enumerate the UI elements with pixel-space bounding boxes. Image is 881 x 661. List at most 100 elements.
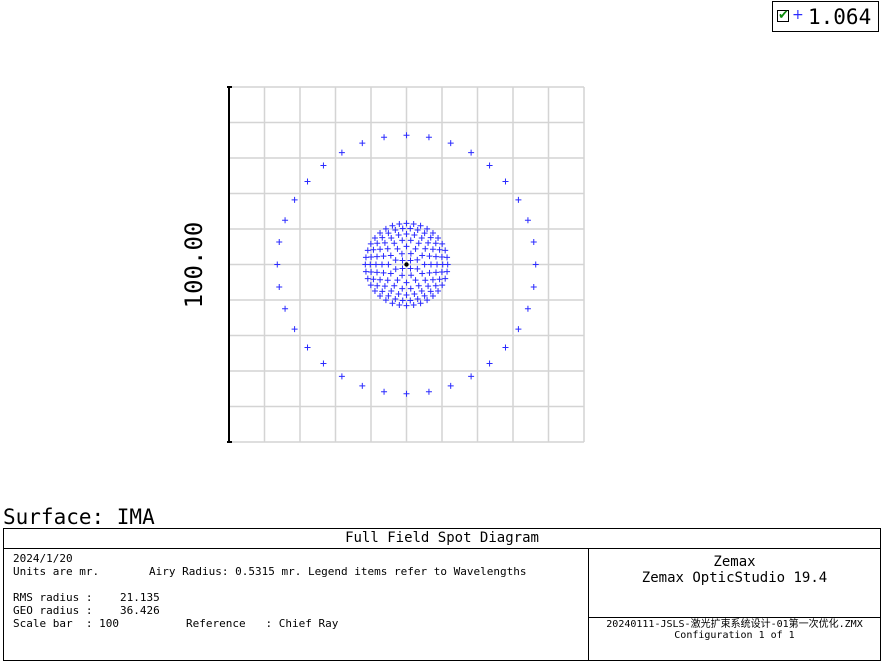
spot-point	[385, 292, 392, 299]
spot-point	[381, 388, 388, 395]
spot-point	[422, 277, 429, 284]
spot-point	[380, 269, 387, 276]
plot-title: Full Field Spot Diagram	[4, 529, 880, 549]
spot-diagram	[227, 86, 585, 443]
spot-point	[502, 344, 509, 351]
spot-point	[391, 282, 398, 289]
spot-point	[367, 240, 374, 247]
spot-point	[432, 269, 439, 276]
spot-point	[438, 269, 445, 276]
spot-point	[276, 283, 283, 290]
spot-point	[432, 240, 439, 247]
spot-point	[392, 295, 399, 302]
scale-bar-label: 100.00	[180, 221, 208, 309]
info-divider-horizontal	[588, 617, 881, 618]
brand-name: Zemax	[713, 554, 756, 570]
spot-point	[411, 290, 418, 297]
spot-point	[407, 225, 414, 232]
info-airy-radius: Airy Radius: 0.5315 mr. Legend items ref…	[149, 565, 527, 578]
spot-point	[419, 252, 426, 259]
spot-point	[442, 275, 449, 282]
spot-point	[379, 234, 386, 241]
spot-point	[434, 261, 441, 268]
spot-point	[421, 230, 428, 237]
spot-point	[364, 275, 371, 282]
spot-point	[532, 261, 539, 268]
spot-point	[371, 287, 378, 294]
spot-point	[417, 222, 424, 229]
spot-point	[380, 253, 387, 260]
spot-point	[370, 246, 377, 253]
info-geo-label: GEO radius :	[13, 604, 93, 617]
spot-point	[515, 326, 522, 333]
spot-point	[399, 272, 406, 279]
spot-point	[427, 261, 434, 268]
spot-point	[385, 230, 392, 237]
spot-point	[368, 269, 375, 276]
legend-checkbox[interactable]: ✔	[777, 8, 789, 23]
spot-point	[407, 265, 414, 272]
spot-point	[447, 140, 454, 147]
info-geo-value: 36.426	[120, 604, 160, 617]
spot-point	[435, 287, 442, 294]
spot-point	[486, 360, 493, 367]
spot-point	[384, 245, 391, 252]
spot-point	[403, 279, 410, 286]
spot-point	[395, 290, 402, 297]
spot-point	[379, 261, 386, 268]
info-panel: Full Field Spot Diagram 2024/1/20 Units …	[3, 528, 881, 661]
spot-point	[411, 232, 418, 239]
spot-point	[403, 302, 410, 309]
spot-point	[530, 239, 537, 246]
spot-point	[379, 288, 386, 295]
spot-point	[418, 287, 425, 294]
spot-point	[391, 240, 398, 247]
spot-point	[414, 256, 421, 263]
spot-point	[338, 149, 345, 156]
spot-point	[338, 373, 345, 380]
spot-point	[436, 246, 443, 253]
spot-point	[415, 240, 422, 247]
spot-point	[274, 261, 281, 268]
spot-point	[422, 245, 429, 252]
spot-point	[399, 297, 406, 304]
info-date: 2024/1/20	[13, 552, 73, 565]
legend-box: ✔ + 1.064	[772, 1, 879, 32]
spot-point	[429, 276, 436, 283]
info-rms-label: RMS radius :	[13, 591, 93, 604]
spot-point	[425, 388, 432, 395]
spot-point	[398, 250, 405, 257]
spot-point	[362, 254, 369, 261]
info-rms-value: 21.135	[120, 591, 160, 604]
file-name: 20240111-JSLS-激光扩束系统设计-01第一次优化.ZMX	[606, 619, 863, 630]
spot-point	[403, 230, 410, 237]
spot-point	[408, 272, 415, 279]
spot-point	[392, 266, 399, 273]
spot-point	[372, 261, 379, 268]
spot-point	[439, 261, 446, 268]
spot-point	[370, 276, 377, 283]
spot-point	[502, 178, 509, 185]
spot-point	[432, 253, 439, 260]
spot-point	[399, 237, 406, 244]
spot-point	[419, 270, 426, 277]
brand-product: Zemax OpticStudio 19.4	[641, 570, 828, 586]
spot-point	[377, 293, 384, 300]
spot-point	[320, 162, 327, 169]
spot-point	[426, 269, 433, 276]
spot-point	[399, 257, 406, 264]
spot-point	[377, 229, 384, 236]
spot-point	[381, 283, 388, 290]
spot-point	[524, 305, 531, 312]
spot-point	[394, 277, 401, 284]
spot-point	[415, 282, 422, 289]
spot-point	[421, 292, 428, 299]
spot-point	[359, 140, 366, 147]
spot-point	[377, 246, 384, 253]
legend-wavelength: 1.064	[808, 5, 872, 29]
spot-point	[374, 253, 381, 260]
spot-point	[399, 265, 406, 272]
spot-point	[468, 373, 475, 380]
info-units: Units are mr.	[13, 565, 100, 578]
spot-point	[407, 257, 414, 264]
